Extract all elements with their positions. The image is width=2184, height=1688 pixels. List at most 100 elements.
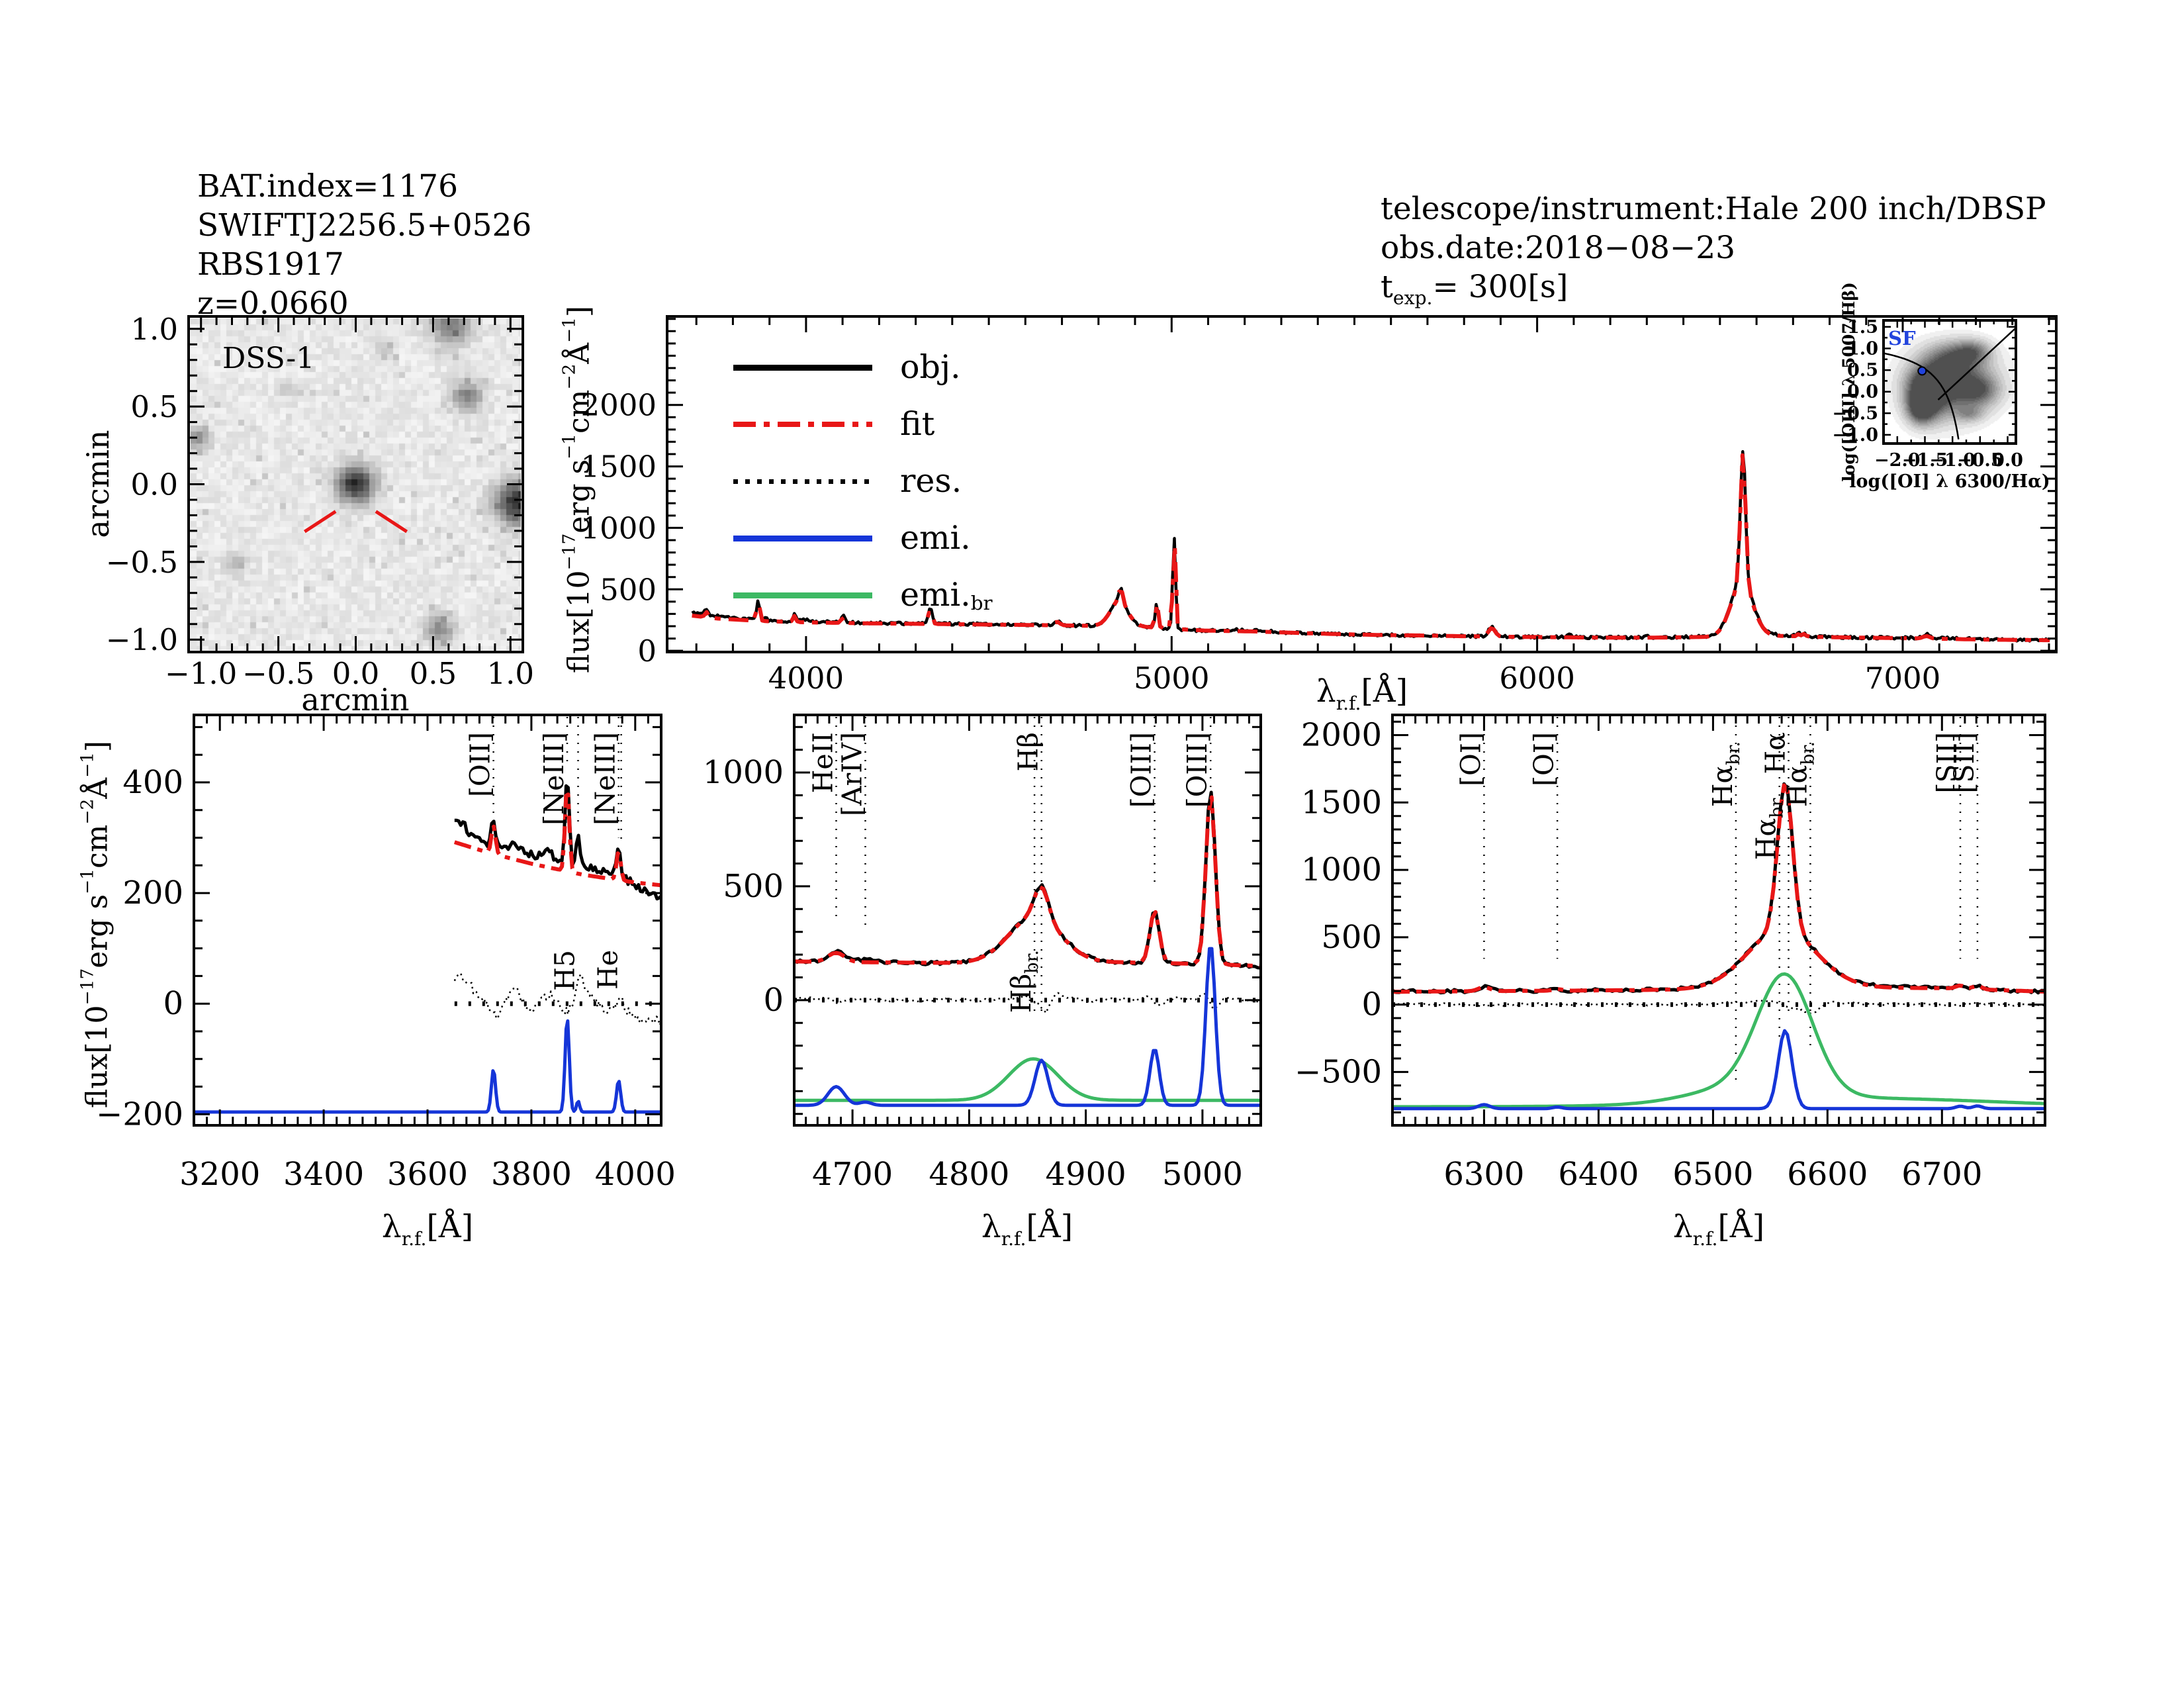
emission-line-label: Hβbr. (1005, 950, 1042, 1013)
exposure-time: texp.= 300[s] (1381, 267, 2046, 318)
emission-line-label: [OIII] (1126, 732, 1158, 808)
lambda-symbol: λ (381, 1209, 402, 1245)
emission-line-label: Hα (1760, 732, 1792, 774)
x-tick-label: 4000 (595, 1156, 676, 1193)
emission-line-label: [SII] (1931, 732, 1963, 793)
x-tick-label: 3200 (179, 1156, 260, 1193)
legend-label-text: fit (900, 404, 935, 443)
plot-frame (1882, 319, 2017, 445)
legend-item-fit: fit (733, 396, 993, 453)
obs-date: obs.date:2018−08−23 (1381, 230, 1736, 266)
legend-label-text: res. (900, 461, 962, 500)
emission-line-label: [NeIII] (538, 732, 570, 825)
zoom-mid-xaxis-label: λr.f.[Å] (895, 1205, 1160, 1261)
observation-info-block: telescope/instrument:Hale 200 inch/DBSP … (1381, 189, 2046, 318)
series-fit (794, 795, 1261, 968)
lambda-symbol: λ (1672, 1209, 1693, 1245)
bpt-data-point (1917, 366, 1927, 376)
series-obj (793, 790, 1261, 970)
axis-ticks (793, 715, 1262, 1125)
x-tick-label: 6600 (1787, 1156, 1868, 1193)
bpt-xaxis-label: log([OI] λ 6300/Hα) (1849, 471, 2050, 492)
y-tick-label: 0 (763, 982, 784, 1019)
x-tick-label: 7000 (1865, 661, 1941, 696)
y-tick-label: 1.5 (1847, 317, 1878, 338)
lambda-unit: [Å] (1361, 673, 1408, 710)
main-yaxis-label: flux[10−17erg s−1cm−2Å−1] (559, 305, 596, 674)
emission-line-label: [SII] (1948, 732, 1980, 793)
lambda-symbol: λ (981, 1209, 1001, 1245)
panel-dss: −1.0 −0.5 0.0 0.5 1.0−1.0−0.50.00.51.0 (106, 312, 534, 691)
emission-line-label: He (592, 950, 624, 990)
lambda-subscript: r.f. (1001, 1227, 1026, 1250)
lambda-unit: [Å] (1026, 1209, 1073, 1245)
x-tick-label: 0.0 (332, 656, 380, 691)
dss-yaxis-label: arcmin (80, 430, 116, 538)
legend-label-text: emi. (900, 575, 971, 614)
axis-ticks (193, 715, 662, 1125)
bpt-density-map (1885, 322, 2015, 442)
legend-line-sample-res (733, 479, 872, 484)
y-tick-label: 0.0 (1847, 382, 1878, 402)
y-tick-label: 400 (122, 764, 183, 801)
x-tick-label: −1.5 (1902, 450, 1948, 471)
zoom-right-xaxis-label: λr.f.[Å] (1586, 1205, 1851, 1261)
lambda-unit: [Å] (1717, 1209, 1765, 1245)
lambda-unit: [Å] (426, 1209, 474, 1245)
bpt-yaxis-label: log([OIII] λ 5007/Hβ) (1839, 282, 1858, 482)
x-tick-label: 5000 (1134, 661, 1210, 696)
x-tick-label: 1.0 (487, 656, 535, 691)
x-tick-label: 0.5 (410, 656, 457, 691)
x-tick-label: 6000 (1499, 661, 1575, 696)
y-tick-label: −1.0 (1832, 425, 1878, 445)
x-tick-label: 3800 (491, 1156, 572, 1193)
y-tick-label: 1.0 (1847, 338, 1878, 359)
y-tick-label: −0.5 (106, 545, 178, 580)
legend-item-res: res. (733, 453, 993, 510)
texp-symbol: t (1381, 269, 1393, 305)
plot-frame (666, 315, 2058, 653)
y-tick-label: 500 (1321, 919, 1382, 956)
series-emi_br (794, 1057, 1261, 1102)
legend-label: res. (900, 462, 962, 500)
object-name: RBS1917 (197, 246, 344, 283)
series-fit (692, 453, 2050, 643)
emission-line-label: H5 (549, 950, 580, 991)
y-tick-label: 2000 (1301, 717, 1382, 754)
lambda-subscript: r.f. (1692, 1227, 1718, 1250)
x-tick-label: 3600 (387, 1156, 468, 1193)
x-tick-label: 6400 (1558, 1156, 1639, 1193)
series-emi (794, 947, 1261, 1107)
legend-item-obj: obj. (733, 339, 993, 396)
emission-line-label: [OI] (1455, 732, 1486, 786)
emission-line-label: [OII] (465, 732, 496, 797)
dss-sky-image (191, 318, 521, 650)
x-tick-label: 4700 (812, 1156, 893, 1193)
target-marker (375, 510, 408, 534)
axis-ticks (1391, 715, 2046, 1125)
x-tick-label: 3400 (283, 1156, 364, 1193)
y-tick-label: 1.0 (130, 312, 178, 347)
legend-label: emi.br (900, 576, 993, 614)
emission-line-label: [OIII] (1181, 732, 1213, 808)
emission-line-label: Hαbr. (1751, 794, 1788, 860)
y-tick-label: −500 (1295, 1053, 1382, 1090)
y-tick-label: 2000 (580, 388, 657, 423)
legend: obj. fit res. emi. emi.br (733, 339, 993, 624)
x-tick-label: 0.0 (1992, 450, 2023, 471)
legend-line-sample-obj (733, 364, 872, 371)
lambda-subscript: r.f. (1336, 692, 1361, 714)
y-tick-label: −200 (96, 1096, 183, 1133)
y-tick-label: 500 (723, 868, 784, 905)
emission-line-label: [OI] (1528, 732, 1560, 786)
dss-xaxis-label: arcmin (301, 682, 410, 718)
legend-item-emi: emi. (733, 510, 993, 567)
lambda-symbol: λ (1316, 673, 1336, 710)
legend-label-sub: br (970, 592, 993, 615)
y-tick-label: 1000 (1301, 851, 1382, 888)
x-tick-label: −1.0 (165, 656, 237, 691)
x-tick-label: 6300 (1443, 1156, 1524, 1193)
emission-line-label: HeII (807, 732, 839, 793)
series-emi (1392, 1029, 2045, 1111)
